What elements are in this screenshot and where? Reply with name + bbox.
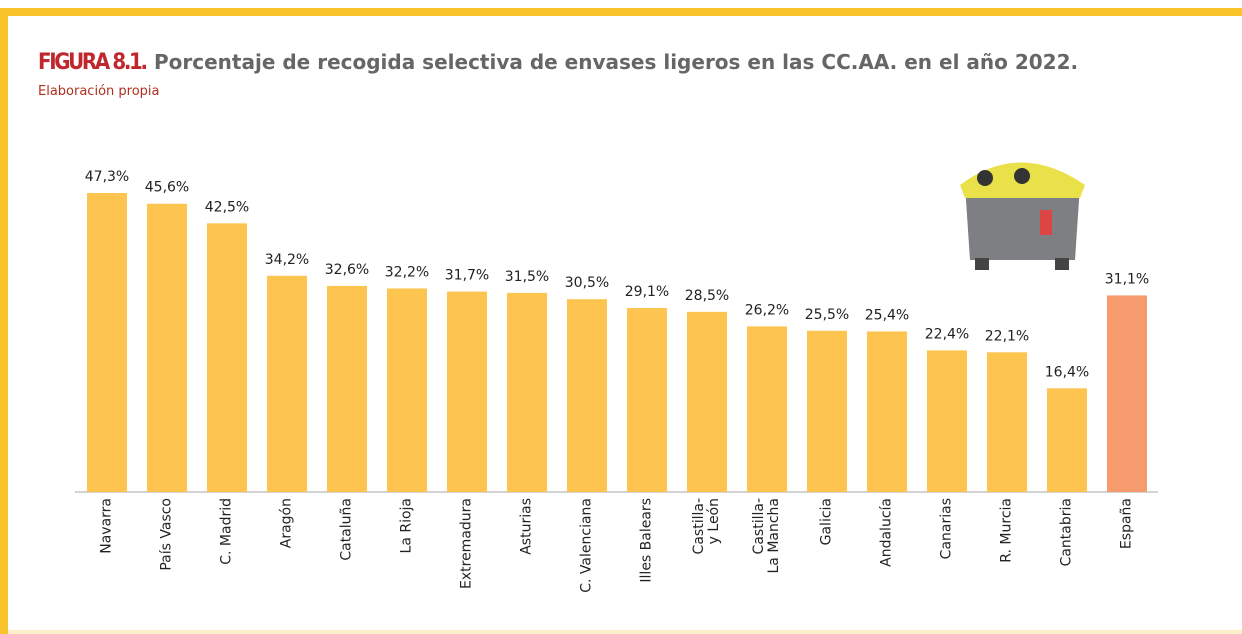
x-tick-label: Castilla- La Mancha bbox=[752, 498, 782, 634]
value-label: 29,1% bbox=[625, 284, 669, 300]
x-tick-label: Canarias bbox=[940, 498, 955, 634]
value-label: 45,6% bbox=[145, 180, 189, 196]
bar bbox=[627, 308, 667, 492]
bar bbox=[207, 223, 247, 492]
value-label: 47,3% bbox=[85, 169, 129, 185]
bar bbox=[1107, 295, 1147, 492]
x-tick-label: Aragón bbox=[280, 498, 295, 634]
x-tick-label: País Vasco bbox=[160, 498, 175, 634]
x-tick-label: España bbox=[1120, 498, 1135, 634]
x-tick-label: La Rioja bbox=[400, 498, 415, 634]
value-label: 16,4% bbox=[1045, 364, 1089, 380]
left-border bbox=[0, 8, 8, 634]
value-label: 31,5% bbox=[505, 269, 549, 285]
value-label: 26,2% bbox=[745, 302, 789, 318]
bar bbox=[327, 286, 367, 492]
chart-title: Porcentaje de recogida selectiva de enva… bbox=[154, 50, 1078, 74]
bar bbox=[807, 331, 847, 492]
bar bbox=[687, 312, 727, 492]
x-tick-label: Galicia bbox=[820, 498, 835, 634]
value-label: 25,4% bbox=[865, 307, 909, 323]
bar bbox=[267, 276, 307, 492]
x-tick-label: Cataluña bbox=[340, 498, 355, 634]
x-tick-label: Illes Balears bbox=[640, 498, 655, 634]
container-icon bbox=[960, 163, 1085, 271]
bar bbox=[567, 299, 607, 492]
bar bbox=[927, 350, 967, 492]
bar bbox=[447, 292, 487, 492]
chart: FIGURA 8.1. Porcentaje de recogida selec… bbox=[0, 0, 1242, 634]
value-label: 25,5% bbox=[805, 307, 849, 323]
value-label: 32,2% bbox=[385, 264, 429, 280]
value-label: 28,5% bbox=[685, 288, 729, 304]
x-tick-label: Andalucía bbox=[880, 498, 895, 634]
value-label: 42,5% bbox=[205, 199, 249, 215]
page: FIGURA 8.1. Porcentaje de recogida selec… bbox=[0, 0, 1242, 634]
value-label: 31,1% bbox=[1105, 271, 1149, 287]
x-tick-label: R. Murcia bbox=[1000, 498, 1015, 634]
x-tick-label: C. Valenciana bbox=[580, 498, 595, 634]
figure-label: FIGURA 8.1. bbox=[38, 50, 148, 75]
value-label: 30,5% bbox=[565, 275, 609, 291]
bottom-border bbox=[8, 630, 1242, 634]
x-tick-label: C. Madrid bbox=[220, 498, 235, 634]
x-tick-label: Navarra bbox=[100, 498, 115, 634]
value-label: 31,7% bbox=[445, 268, 489, 284]
bar bbox=[987, 352, 1027, 492]
value-label: 32,6% bbox=[325, 262, 369, 278]
value-label: 34,2% bbox=[265, 252, 309, 268]
bar bbox=[507, 293, 547, 492]
bar bbox=[87, 193, 127, 492]
bar bbox=[867, 331, 907, 492]
value-label: 22,4% bbox=[925, 326, 969, 342]
x-tick-label: Extremadura bbox=[460, 498, 475, 634]
bar bbox=[387, 288, 427, 492]
x-tick-label: Cantabria bbox=[1060, 498, 1075, 634]
chart-subtitle: Elaboración propia bbox=[38, 84, 160, 99]
top-border bbox=[0, 8, 1242, 16]
bar bbox=[747, 326, 787, 492]
value-label: 22,1% bbox=[985, 328, 1029, 344]
x-tick-label: Asturias bbox=[520, 498, 535, 634]
bar bbox=[1047, 388, 1087, 492]
bar bbox=[147, 204, 187, 492]
x-tick-label: Castilla- y León bbox=[692, 498, 722, 634]
